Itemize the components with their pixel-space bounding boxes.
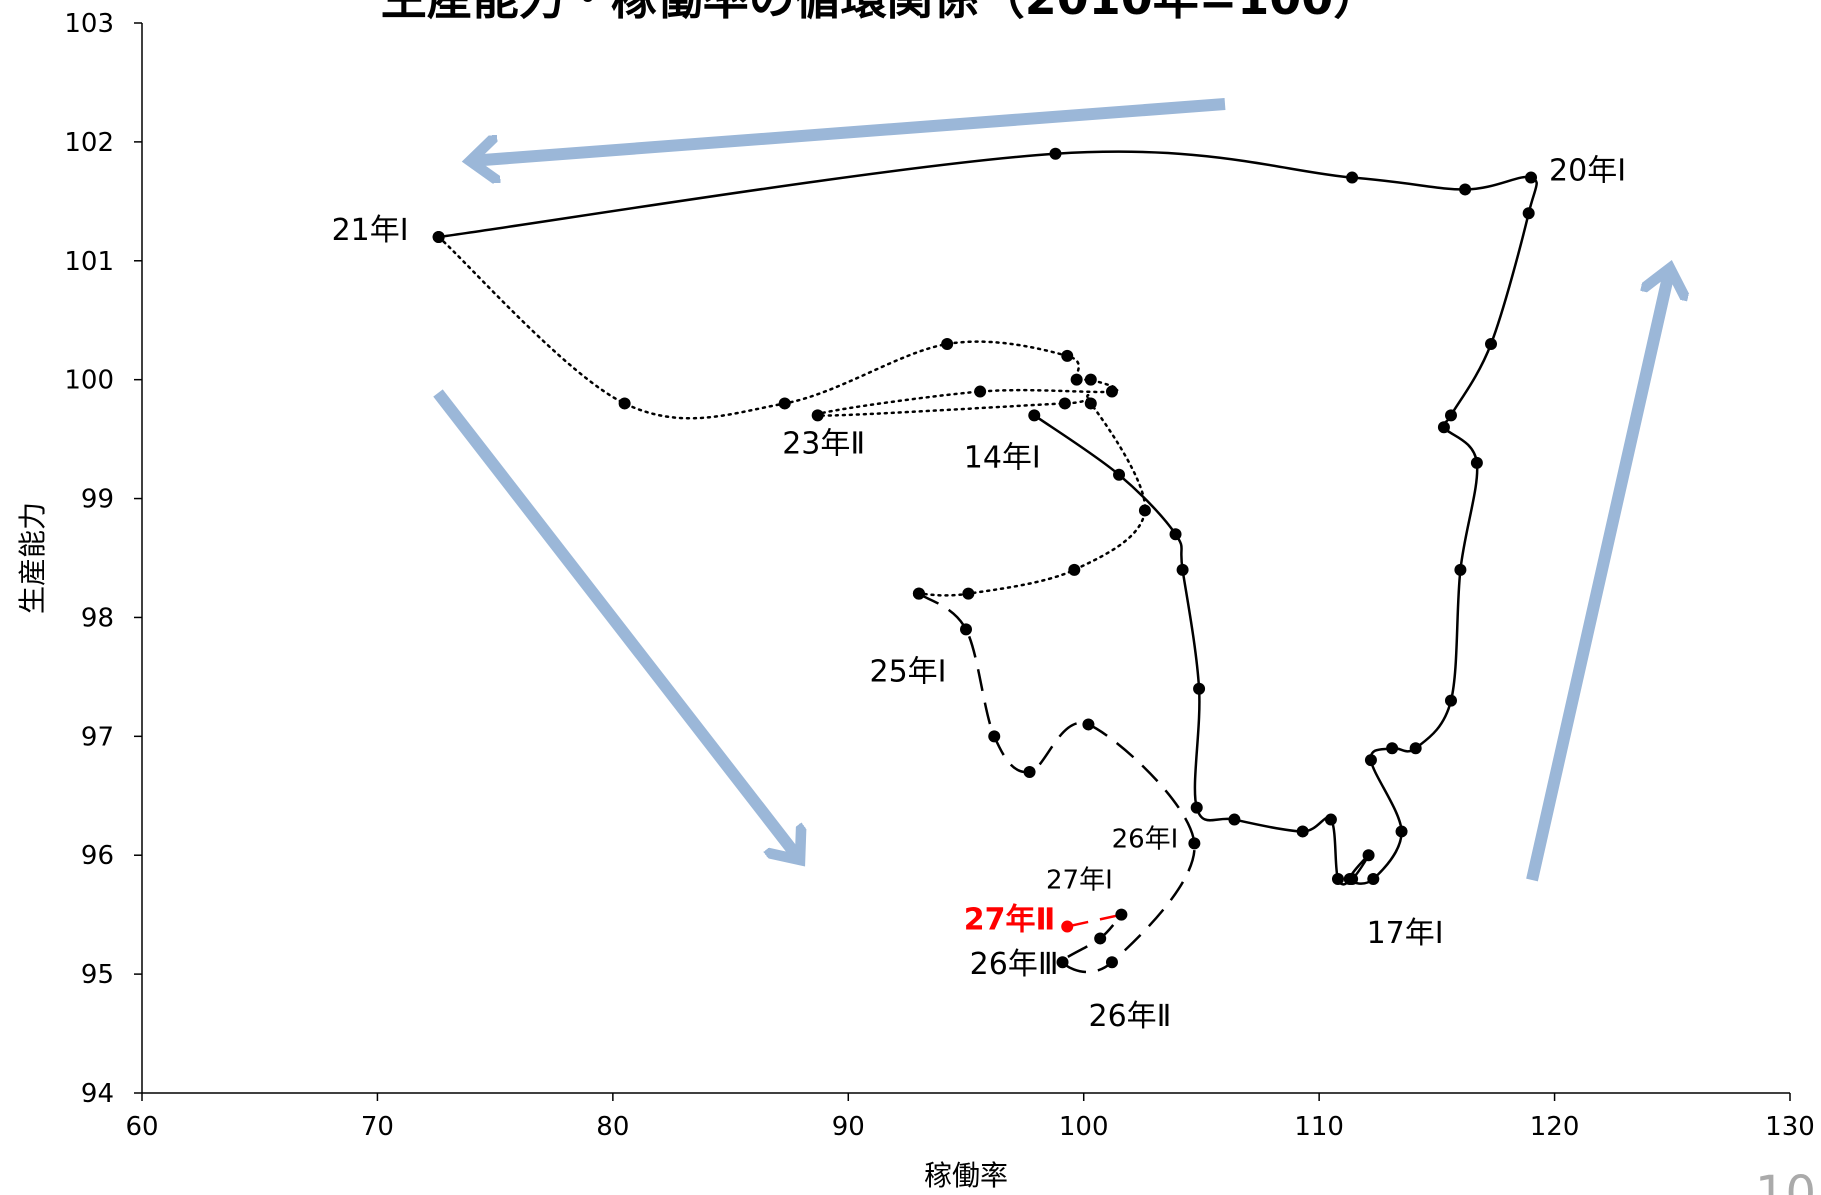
labels-layer: 20年Ⅰ 21年Ⅰ 23年Ⅱ 14年Ⅰ 25年Ⅰ 26年Ⅰ 27年Ⅰ 27年Ⅱ 26年Ⅲ 26年Ⅱ… xyxy=(332,154,1626,1035)
trend-arrow-down xyxy=(433,389,800,860)
data-point xyxy=(1485,338,1498,350)
data-point xyxy=(1113,468,1126,481)
point-label: 27年Ⅱ xyxy=(964,903,1056,938)
data-point xyxy=(1362,849,1375,862)
x-tick-label: 80 xyxy=(596,1112,629,1142)
x-tick-label: 60 xyxy=(125,1112,158,1142)
point-label: 25年Ⅰ xyxy=(869,654,946,689)
x-axis-title: 稼働率 xyxy=(924,1159,1008,1192)
data-point xyxy=(1395,825,1408,838)
data-point xyxy=(1138,504,1151,517)
data-point xyxy=(1082,718,1095,731)
x-tick-label: 110 xyxy=(1294,1112,1344,1142)
data-point xyxy=(778,397,791,410)
trend-arrow-up xyxy=(1526,268,1670,882)
data-point xyxy=(1094,932,1107,945)
data-point xyxy=(1364,754,1377,767)
data-point xyxy=(1190,801,1203,814)
data-point xyxy=(1346,171,1359,184)
data-point xyxy=(1324,813,1337,826)
data-point xyxy=(1444,694,1457,707)
data-point xyxy=(962,587,975,600)
x-tick-label: 70 xyxy=(361,1112,394,1142)
data-point xyxy=(1105,956,1118,969)
y-tick-label: 98 xyxy=(81,603,114,633)
data-point xyxy=(1193,682,1206,695)
y-tick-label: 96 xyxy=(81,841,114,871)
data-point xyxy=(1058,397,1071,410)
data-point xyxy=(1444,409,1457,422)
point-label: 26年Ⅰ xyxy=(1112,824,1179,854)
data-point xyxy=(1115,908,1128,921)
data-point xyxy=(974,385,987,398)
data-point xyxy=(1176,563,1189,576)
data-point xyxy=(1188,837,1201,850)
data-point xyxy=(941,338,954,350)
axis-ticks: 60 70 80 90 100 110 120 130 94 95 96 97 98 99 100 101 10… xyxy=(64,9,1814,1142)
y-tick-label: 97 xyxy=(81,722,114,752)
point-label: 23年Ⅱ xyxy=(782,426,865,461)
data-point xyxy=(1470,456,1483,469)
data-point xyxy=(912,587,925,600)
series-line-solid xyxy=(438,150,1538,886)
data-point xyxy=(988,730,1001,743)
x-tick-label: 130 xyxy=(1765,1112,1815,1142)
data-point xyxy=(1061,920,1074,933)
y-tick-label: 102 xyxy=(64,128,114,158)
data-point xyxy=(1105,385,1118,398)
x-tick-label: 120 xyxy=(1530,1112,1580,1142)
data-point xyxy=(1454,563,1467,576)
data-point xyxy=(1331,873,1344,885)
data-point xyxy=(1343,873,1356,885)
y-tick-label: 103 xyxy=(64,9,114,39)
data-point xyxy=(1068,563,1081,576)
series-line-dashed xyxy=(918,592,1196,974)
point-label: 17年Ⅰ xyxy=(1367,916,1444,951)
point-label: 20年Ⅰ xyxy=(1549,154,1626,189)
data-point xyxy=(1386,742,1399,755)
data-point xyxy=(618,397,631,410)
data-point xyxy=(1084,397,1097,410)
points-layer xyxy=(432,147,1538,969)
data-point xyxy=(1525,171,1538,184)
x-tick-label: 90 xyxy=(832,1112,865,1142)
point-label: 21年Ⅰ xyxy=(332,213,409,248)
point-label: 27年Ⅰ xyxy=(1046,866,1113,896)
data-point xyxy=(1522,207,1535,220)
series-layer xyxy=(437,150,1538,974)
data-point xyxy=(960,623,972,636)
data-point xyxy=(1070,373,1083,386)
x-tick-label: 100 xyxy=(1059,1112,1109,1142)
data-point xyxy=(811,409,824,422)
data-point xyxy=(1459,183,1472,196)
data-point xyxy=(1061,349,1074,362)
data-point xyxy=(1028,409,1041,422)
data-point xyxy=(1296,825,1309,838)
y-tick-label: 99 xyxy=(81,485,114,515)
data-point xyxy=(1049,147,1062,160)
chart-title: 生産能力・稼働率の循環関係（2010年=100） xyxy=(381,0,1380,25)
y-tick-label: 95 xyxy=(81,960,114,990)
data-point xyxy=(1437,421,1450,434)
data-point xyxy=(432,231,445,243)
data-point xyxy=(1169,528,1182,541)
y-tick-label: 100 xyxy=(64,366,114,396)
data-point xyxy=(1056,956,1069,969)
data-point xyxy=(1023,766,1036,778)
point-label: 14年Ⅰ xyxy=(964,440,1041,475)
page-number-fragment: 10 xyxy=(1755,1166,1816,1195)
data-point xyxy=(1228,813,1241,826)
data-point xyxy=(1409,742,1422,755)
data-point xyxy=(1084,373,1097,386)
y-tick-label: 94 xyxy=(81,1079,114,1109)
point-label: 26年Ⅱ xyxy=(1088,999,1171,1034)
point-label: 26年Ⅲ xyxy=(970,947,1059,982)
data-point xyxy=(1367,873,1380,885)
trend-arrows xyxy=(433,98,1670,882)
y-axis-title: 生産能力 xyxy=(16,502,49,614)
y-tick-label: 101 xyxy=(64,247,114,277)
trend-arrow-left xyxy=(470,98,1226,161)
